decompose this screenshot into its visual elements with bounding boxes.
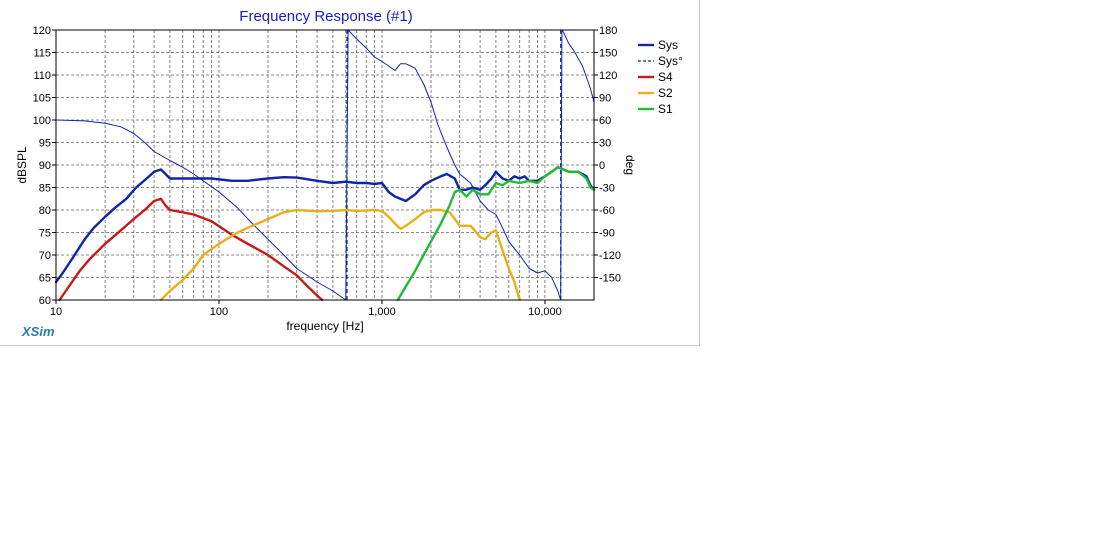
chart-title: Frequency Response (#1) (239, 8, 412, 25)
y-tick-label: 115 (33, 48, 51, 60)
y-tick-label: 80 (39, 205, 51, 217)
x-tick-label: 100 (210, 306, 228, 318)
x-axis-label: frequency [Hz] (286, 319, 363, 333)
y-tick-label: 70 (39, 250, 51, 262)
x-tick-label: 10,000 (528, 306, 562, 318)
y-tick-label: 95 (39, 138, 51, 150)
y2-tick-label: 120 (599, 70, 617, 82)
series-line-sys-phase (55, 29, 595, 301)
y2-tick-label: 0 (599, 160, 605, 172)
grid (56, 30, 594, 300)
series-layer (54, 29, 596, 302)
y2-tick-label: 90 (599, 93, 611, 105)
y2-tick-label: 30 (599, 138, 611, 150)
legend-label: Sys° (658, 54, 683, 68)
legend-label: S1 (658, 102, 673, 116)
y2-tick-label: 180 (599, 25, 617, 37)
tick-labels: 1201151101051009590858075706560180150120… (33, 25, 621, 318)
series-line-sys (54, 166, 596, 284)
chart-panel: Frequency Response (#1) 120 115 110 105 100 9… (0, 0, 700, 346)
y2-tick-label: -60 (599, 205, 615, 217)
series-line-s1 (396, 166, 596, 302)
y-tick-label: 65 (39, 273, 51, 285)
y2-tick-label: -120 (599, 250, 621, 262)
y-tick-label: 110 (33, 70, 51, 82)
y-tick-label: 90 (39, 160, 51, 172)
y-tick-label: 120 (33, 25, 51, 37)
y-tick-label: 100 (33, 115, 51, 127)
x-tick-label: 1,000 (368, 306, 396, 318)
y2-tick-label: -150 (599, 273, 621, 285)
series-line-s4 (58, 197, 324, 302)
legend-label: S4 (658, 70, 673, 84)
y-tick-label: 85 (39, 183, 51, 195)
y-axis-label: dBSPL (15, 146, 29, 184)
y2-axis-label: deg (623, 155, 637, 175)
frequency-response-chart: Frequency Response (#1) 1201151101051009… (15, 8, 683, 339)
y-tick-label: 105 (33, 93, 51, 105)
xsim-logo: XSim (21, 324, 55, 339)
legend-label: Sys (658, 38, 678, 52)
y2-tick-label: 60 (599, 115, 611, 127)
series-line-s2 (159, 208, 521, 302)
legend: Sys Sys° S4 S2 S1 (638, 38, 683, 116)
y-tick-label: 60 (39, 295, 51, 307)
legend-label: S2 (658, 86, 673, 100)
y2-tick-label: -90 (599, 228, 615, 240)
y2-tick-label: -30 (599, 183, 615, 195)
y2-tick-label: 150 (599, 48, 617, 60)
x-tick-label: 10 (50, 306, 62, 318)
y-tick-label: 75 (39, 228, 51, 240)
